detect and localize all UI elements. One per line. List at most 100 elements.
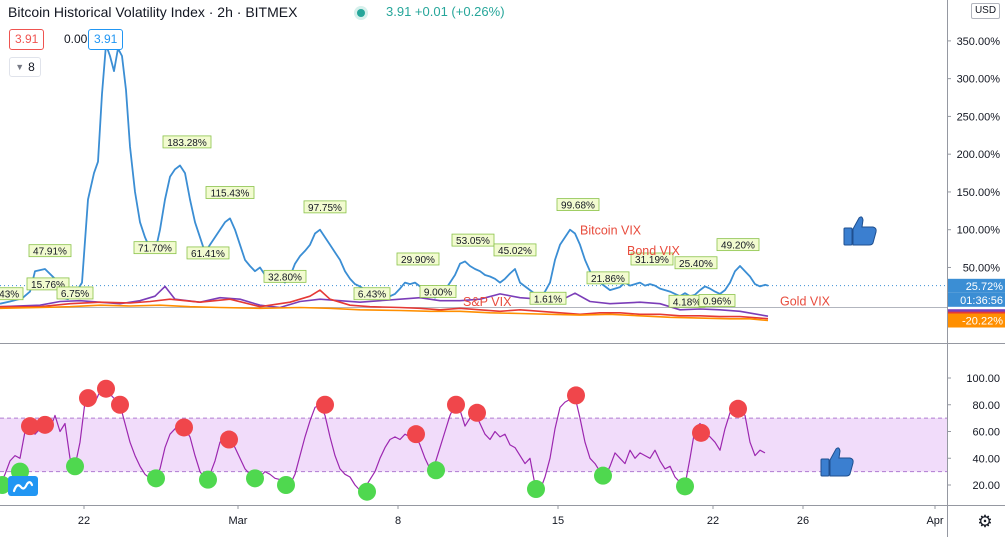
symbol-title[interactable]: Bitcoin Historical Volatility Index · 2h…	[8, 4, 298, 20]
axis-badge-text: 25.72%	[966, 281, 1004, 293]
overbought-dot	[220, 430, 238, 449]
indicator-value-red: 3.91	[9, 29, 45, 50]
value-label-text: 1.61%	[534, 294, 562, 305]
overbought-dot	[36, 415, 54, 434]
value-label-box	[630, 252, 674, 266]
overbought-dot	[567, 386, 585, 405]
value-label: 49.20%	[716, 238, 760, 252]
axis-badge: -20.22%	[948, 313, 1005, 328]
value-label-text: 45.02%	[498, 246, 532, 257]
value-label: 183.28%	[162, 135, 212, 149]
y-tick-label: 250.00%	[957, 111, 1001, 123]
overbought-dot	[97, 379, 115, 398]
value-label-text: 47.91%	[33, 247, 67, 258]
rsi-y-tick-label: 40.00	[972, 453, 1000, 465]
value-label-text: 115.43%	[211, 189, 250, 200]
thumbs-up-icon	[818, 443, 856, 481]
oversold-dot	[594, 466, 612, 485]
value-label: 9.00%	[419, 285, 457, 298]
value-label: 31.19%	[630, 252, 674, 266]
value-label: 97.75%	[303, 200, 347, 214]
value-label: 71.70%	[133, 241, 177, 255]
value-label-text: 15.76%	[31, 280, 65, 291]
value-label-text: 4.43%	[0, 290, 19, 301]
overbought-dot	[407, 425, 425, 444]
y-tick-label: 100.00%	[957, 225, 1001, 237]
value-label: 47.91%	[28, 244, 72, 258]
overbought-dot	[468, 403, 486, 422]
value-label-text: 4.18%	[673, 297, 701, 308]
y-tick-label: 300.00%	[957, 74, 1001, 86]
value-label-text: 99.68%	[561, 201, 595, 212]
value-label: 61.41%	[186, 246, 230, 260]
indicators-count: 8	[28, 60, 35, 74]
value-label-box	[586, 271, 630, 285]
overbought-dot	[692, 423, 710, 442]
value-label-box	[556, 198, 600, 212]
oversold-dot	[66, 457, 84, 476]
value-label-box	[493, 243, 537, 257]
value-label-text: 25.40%	[679, 259, 713, 270]
x-tick-label: Apr	[926, 515, 943, 527]
axis-badge-box	[948, 278, 1005, 293]
value-label-box	[263, 269, 307, 283]
value-label-box	[674, 256, 718, 270]
axis-badge: 01:36:56	[948, 292, 1005, 307]
axis-badge-text: -20.22%	[962, 316, 1003, 328]
rsi-band	[0, 418, 947, 472]
overbought-dot	[79, 389, 97, 408]
gear-icon[interactable]: ⚙	[977, 512, 993, 531]
series-annotation: Bond VIX	[627, 244, 680, 258]
value-label-text: 32.80%	[268, 272, 302, 283]
value-label-text: 0.96%	[703, 297, 731, 308]
overbought-dot	[729, 399, 747, 418]
series-line-2	[0, 289, 769, 320]
value-label: 0.96%	[698, 294, 736, 308]
value-label-box	[162, 135, 212, 149]
value-label-box	[353, 287, 391, 301]
rsi-y-tick-label: 20.00	[972, 480, 1000, 492]
oversold-dot	[199, 470, 217, 489]
overbought-dot	[175, 418, 193, 437]
value-label: 32.80%	[263, 269, 307, 283]
price-change: 3.91 +0.01 (+0.26%)	[386, 4, 505, 19]
oversold-dot	[147, 469, 165, 488]
rsi-y-tick-label: 80.00	[972, 400, 1000, 412]
x-tick-label: 8	[395, 515, 401, 527]
indicators-collapse-button[interactable]: ▼ 8	[9, 57, 41, 77]
value-label-text: 183.28%	[167, 138, 207, 149]
value-label: 45.02%	[493, 243, 537, 257]
market-status-dot	[357, 9, 365, 17]
value-label-text: 6.75%	[61, 289, 89, 300]
value-label-box	[303, 200, 347, 214]
value-label-text: 71.70%	[138, 244, 172, 255]
tradingview-logo-icon[interactable]	[8, 476, 38, 496]
value-label: 53.05%	[451, 233, 495, 247]
overbought-dot	[316, 395, 334, 414]
value-label-text: 97.75%	[308, 203, 342, 214]
series-annotation: S&P VIX	[463, 295, 512, 309]
value-label-box	[451, 233, 495, 247]
series-annotation: Gold VIX	[780, 294, 831, 308]
value-label-box	[716, 238, 760, 252]
oversold-dot	[427, 461, 445, 480]
rsi-y-tick-label: 100.00	[966, 373, 1000, 385]
x-tick-label: 15	[552, 515, 564, 527]
overbought-dot	[111, 395, 129, 414]
value-label-text: 9.00%	[424, 287, 452, 298]
oversold-dot	[246, 469, 264, 488]
overbought-dot	[447, 395, 465, 414]
value-label-text: 61.41%	[191, 249, 225, 260]
oversold-dot	[676, 477, 694, 496]
rsi-line	[0, 385, 766, 491]
currency-button[interactable]: USD	[971, 3, 1000, 19]
x-tick-label: Mar	[229, 515, 248, 527]
value-label-box	[396, 252, 440, 266]
x-tick-label: 26	[797, 515, 809, 527]
x-tick-label: 22	[78, 515, 90, 527]
thumbs-up-icon	[841, 212, 879, 250]
series-line-1	[0, 285, 769, 317]
value-label: 6.43%	[353, 287, 391, 301]
axis-badge-text: 01:36:56	[960, 295, 1003, 307]
